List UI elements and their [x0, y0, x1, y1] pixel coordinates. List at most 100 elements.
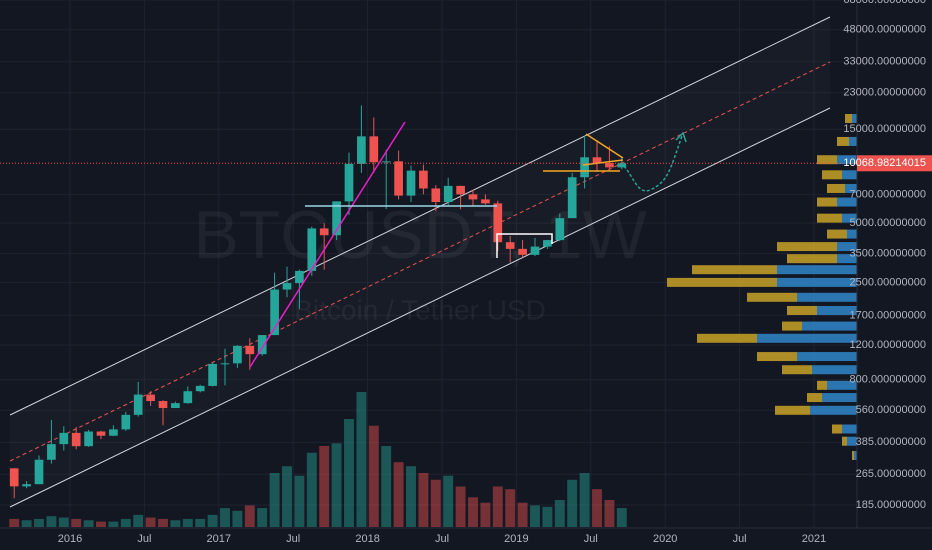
candle-body: [295, 270, 304, 284]
profile-up: [847, 229, 857, 239]
candle-body: [34, 459, 44, 485]
volume-bar: [282, 466, 292, 527]
volume-bar: [344, 419, 354, 527]
volume-bar: [58, 517, 69, 527]
candle-body: [319, 228, 329, 236]
candle-body: [592, 157, 602, 164]
volume-bar: [331, 443, 342, 527]
volume-bar: [232, 510, 243, 527]
volume-bar: [592, 489, 602, 527]
y-tick-label: 1700.00000000: [850, 309, 926, 321]
x-tick-label: 2018: [355, 533, 379, 545]
volume-bar: [257, 508, 268, 527]
candle-body: [567, 177, 577, 219]
volume-bar: [182, 518, 193, 527]
candle-body: [282, 283, 292, 290]
profile-down: [845, 114, 852, 124]
candle-body: [605, 163, 614, 168]
y-tick-label: 33000.00000000: [843, 56, 926, 68]
triangle-top: [585, 133, 624, 159]
volume-bar: [443, 475, 454, 527]
volume: [9, 392, 627, 527]
candle-body: [332, 201, 341, 236]
y-tick-label: 23000.00000000: [843, 87, 926, 99]
volume-bar: [393, 462, 404, 527]
volume-bar: [108, 521, 119, 527]
candle-body: [357, 136, 366, 164]
volume-bar: [319, 446, 330, 527]
candle-body: [171, 403, 180, 409]
profile-up: [797, 352, 857, 362]
y-tick-label: 5000.00000000: [850, 217, 926, 229]
candle-body: [406, 170, 416, 196]
candle-body: [47, 444, 56, 460]
channel-lower: [9, 107, 831, 508]
profile-down: [837, 136, 849, 146]
volume-bar: [542, 506, 553, 527]
profile-up: [802, 321, 857, 331]
volume-bar: [455, 486, 466, 527]
candle-body: [233, 345, 242, 364]
y-tick-label: 7000.00000000: [850, 188, 926, 200]
candle-body: [381, 161, 391, 163]
profile-up: [845, 183, 857, 193]
trend-line: [249, 121, 406, 368]
candle-body: [481, 199, 490, 204]
candle-body: [369, 136, 379, 163]
volume-bar: [46, 516, 57, 527]
candle-body: [59, 432, 69, 445]
x-tick-label: Jul: [733, 533, 747, 545]
candle-body: [183, 391, 193, 404]
volume-bar: [96, 521, 106, 527]
projection-arrow: [675, 131, 687, 143]
candle-body: [158, 401, 168, 409]
channel-upper: [9, 16, 831, 416]
x-tick-label: Jul: [584, 533, 598, 545]
profile-up: [757, 333, 857, 343]
last-price-label: 10068.98214015: [843, 157, 926, 169]
volume-bar: [492, 486, 503, 527]
y-tick-label: 1200.00000000: [850, 339, 926, 351]
volume-bar: [406, 466, 416, 527]
volume-bar: [381, 446, 392, 527]
profile-up: [837, 155, 857, 165]
profile-up: [810, 405, 857, 415]
candle-body: [257, 335, 267, 355]
candle-body: [121, 414, 131, 430]
volume-bar: [418, 473, 429, 527]
y-tick-label: 68000.00000000: [843, 0, 926, 6]
profile-down: [827, 229, 847, 239]
profile-down: [822, 170, 842, 180]
volume-bar: [244, 505, 255, 527]
volume-bar: [220, 508, 230, 527]
profile-down: [775, 405, 810, 415]
profile-up: [827, 380, 857, 390]
y-tick-label: 3500.00000000: [850, 248, 926, 260]
y-tick-label: 800.000000000: [850, 374, 926, 386]
candle-body: [443, 185, 453, 203]
candle-body: [270, 289, 279, 336]
gap-box: [496, 233, 553, 258]
candle-body: [307, 228, 317, 271]
triangle-bottom: [582, 159, 624, 166]
candle-body: [22, 484, 31, 487]
volume-bar: [356, 392, 367, 527]
volume-bar: [71, 518, 82, 527]
profile-up: [847, 436, 857, 446]
volume-bar: [567, 479, 578, 527]
y-tick-label: 560.00000000: [856, 404, 926, 416]
x-tick-label: Jul: [137, 533, 151, 545]
candle-body: [617, 163, 627, 168]
y-tick-label: 385.00000000: [856, 436, 926, 448]
candle-body: [146, 394, 155, 402]
candle-body: [468, 194, 478, 200]
profile-up: [777, 277, 857, 287]
volume-bar: [554, 500, 565, 527]
profile-up: [837, 197, 857, 207]
volume-bar: [120, 518, 131, 527]
volume-bar: [83, 520, 94, 527]
candle-body: [71, 432, 81, 447]
profile-up: [837, 242, 857, 252]
